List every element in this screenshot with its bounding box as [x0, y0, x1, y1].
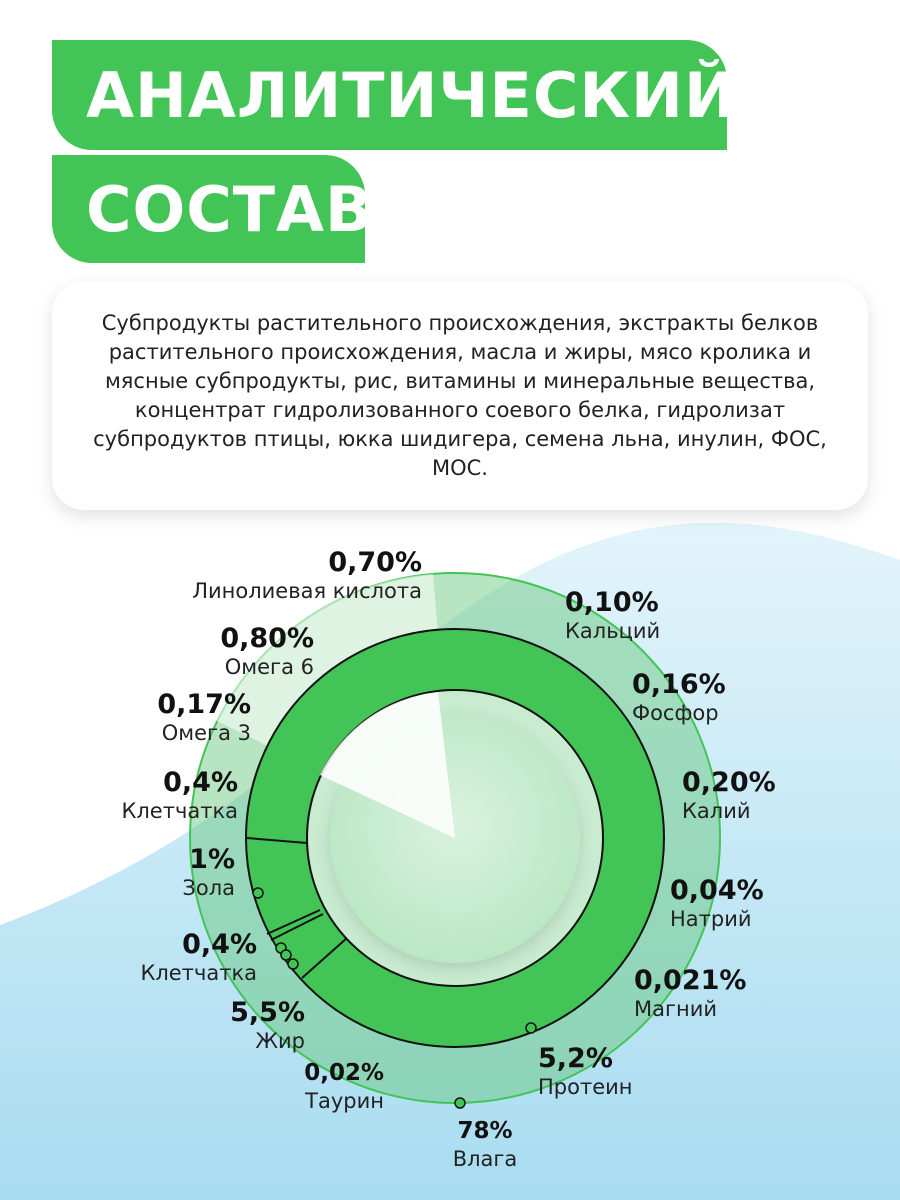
- label-taurine: 0,02% Таурин: [304, 1058, 384, 1114]
- label-ash: 1% Зола: [182, 845, 235, 901]
- label-fiber-2-name: Клетчатка: [140, 961, 257, 985]
- label-calcium: 0,10% Кальций: [565, 588, 660, 644]
- label-calcium-name: Кальций: [565, 619, 661, 643]
- label-linoleic-acid-value: 0,70%: [328, 547, 422, 578]
- label-moisture-name: Влага: [452, 1147, 518, 1171]
- title-line-1: АНАЛИТИЧЕСКИЙ: [52, 40, 736, 150]
- segment-divider-1: [246, 837, 308, 844]
- marker-dot-fiber-2: [280, 949, 292, 961]
- label-fat-name: Жир: [255, 1029, 305, 1053]
- label-phosphorus-value: 0,16%: [632, 669, 726, 700]
- segment-divider-4: [301, 937, 348, 979]
- label-ash-name: Зола: [182, 876, 235, 900]
- label-omega-6: 0,80% Омега 6: [220, 624, 314, 680]
- label-omega-3-name: Омега 3: [161, 721, 251, 745]
- label-protein-value: 5,2%: [538, 1043, 613, 1074]
- title-line-2-text: СОСТАВ: [86, 172, 374, 246]
- segment-divider-2: [266, 909, 321, 935]
- label-fiber-1-value: 0,4%: [163, 767, 238, 798]
- label-phosphorus: 0,16% Фосфор: [632, 670, 726, 726]
- label-omega-6-name: Омега 6: [224, 655, 314, 679]
- label-fiber-2: 0,4% Клетчатка: [140, 930, 257, 986]
- label-magnesium-value: 0,021%: [634, 965, 747, 996]
- label-phosphorus-name: Фосфор: [632, 701, 719, 725]
- label-magnesium-name: Магний: [634, 997, 718, 1021]
- label-sodium-name: Натрий: [670, 907, 752, 931]
- label-protein-name: Протеин: [538, 1075, 633, 1099]
- label-fiber-2-value: 0,4%: [182, 929, 257, 960]
- marker-dot-moisture: [454, 1097, 466, 1109]
- label-taurine-value: 0,02%: [304, 1060, 384, 1086]
- title-line-1-text: АНАЛИТИЧЕСКИЙ: [86, 58, 737, 132]
- label-fiber-1-name: Клетчатка: [121, 799, 238, 823]
- label-potassium-name: Калий: [682, 799, 751, 823]
- description-text: Субпродукты растительного происхождения,…: [93, 311, 827, 480]
- label-taurine-name: Таурин: [305, 1089, 384, 1113]
- marker-dot-fat: [287, 958, 299, 970]
- label-moisture: 78% Влага: [430, 1116, 540, 1172]
- label-linoleic-acid-name: Линолиевая кислота: [192, 579, 422, 603]
- label-moisture-value: 78%: [457, 1118, 513, 1144]
- label-fat-value: 5,5%: [230, 997, 305, 1028]
- label-protein: 5,2% Протеин: [538, 1044, 633, 1100]
- label-fiber-1: 0,4% Клетчатка: [121, 768, 238, 824]
- label-magnesium: 0,021% Магний: [634, 966, 746, 1022]
- segment-divider-3: [270, 913, 324, 941]
- label-omega-6-value: 0,80%: [220, 623, 314, 654]
- label-potassium-value: 0,20%: [682, 767, 776, 798]
- center-white-wedge: [320, 692, 455, 838]
- marker-dot-ash: [252, 887, 264, 899]
- label-sodium: 0,04% Натрий: [670, 876, 764, 932]
- label-linoleic-acid: 0,70% Линолиевая кислота: [192, 548, 422, 604]
- label-potassium: 0,20% Калий: [682, 768, 776, 824]
- label-sodium-value: 0,04%: [670, 875, 764, 906]
- label-calcium-value: 0,10%: [565, 587, 659, 618]
- description-card: Субпродукты растительного происхождения,…: [52, 282, 868, 510]
- label-omega-3-value: 0,17%: [157, 689, 251, 720]
- label-ash-value: 1%: [189, 844, 235, 875]
- label-omega-3: 0,17% Омега 3: [157, 690, 251, 746]
- title-line-2: СОСТАВ: [52, 155, 372, 263]
- marker-dot-protein: [525, 1022, 537, 1034]
- label-fat: 5,5% Жир: [230, 998, 305, 1054]
